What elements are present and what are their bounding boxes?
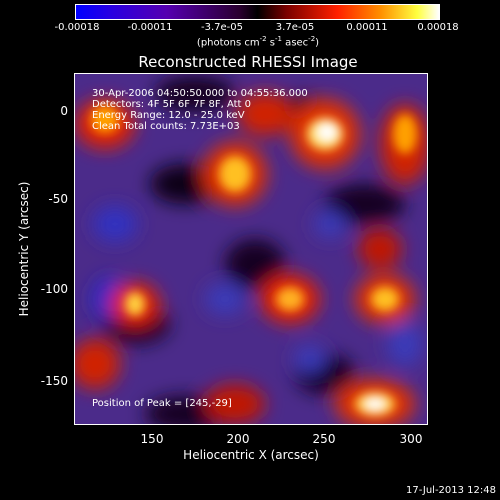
colorbar-tick: 3.7e-05 — [275, 22, 315, 33]
y-tick-label: -100 — [40, 282, 68, 296]
colorbar-tick: -0.00011 — [127, 22, 173, 33]
x-tick-label: 150 — [140, 432, 164, 446]
colorbar — [75, 4, 440, 20]
x-tick-label: 300 — [399, 432, 423, 446]
y-axis-label: Heliocentric Y (arcsec) — [17, 181, 31, 317]
colorbar-unit: (photons cm-2 s-1 asec-2) — [196, 35, 320, 49]
y-tick-label: 0 — [60, 104, 68, 118]
colorbar-tick: -0.00018 — [54, 22, 100, 33]
plot-title: Reconstructed RHESSI Image — [138, 53, 358, 71]
y-tick-label: -50 — [48, 192, 68, 206]
rhessi-image — [74, 73, 428, 425]
colorbar-tick: 0.00011 — [346, 22, 388, 33]
x-tick-label: 200 — [226, 432, 250, 446]
info-time-range: 30-Apr-2006 04:50:50.000 to 04:55:36.000 — [92, 88, 308, 99]
peak-position: Position of Peak = [245,-29] — [92, 398, 232, 409]
y-tick-label: -150 — [40, 374, 68, 388]
x-axis-label: Heliocentric X (arcsec) — [183, 448, 319, 462]
x-tick-label: 250 — [312, 432, 336, 446]
info-clean-counts: Clean Total counts: 7.73E+03 — [92, 121, 240, 132]
info-detectors: Detectors: 4F 5F 6F 7F 8F, Att 0 — [92, 99, 252, 110]
colorbar-tick: 0.00018 — [417, 22, 459, 33]
colorbar-tick: -3.7e-05 — [201, 22, 243, 33]
timestamp: 17-Jul-2013 12:48 — [405, 485, 496, 496]
image-map — [75, 74, 427, 424]
info-energy-range: Energy Range: 12.0 - 25.0 keV — [92, 110, 245, 121]
